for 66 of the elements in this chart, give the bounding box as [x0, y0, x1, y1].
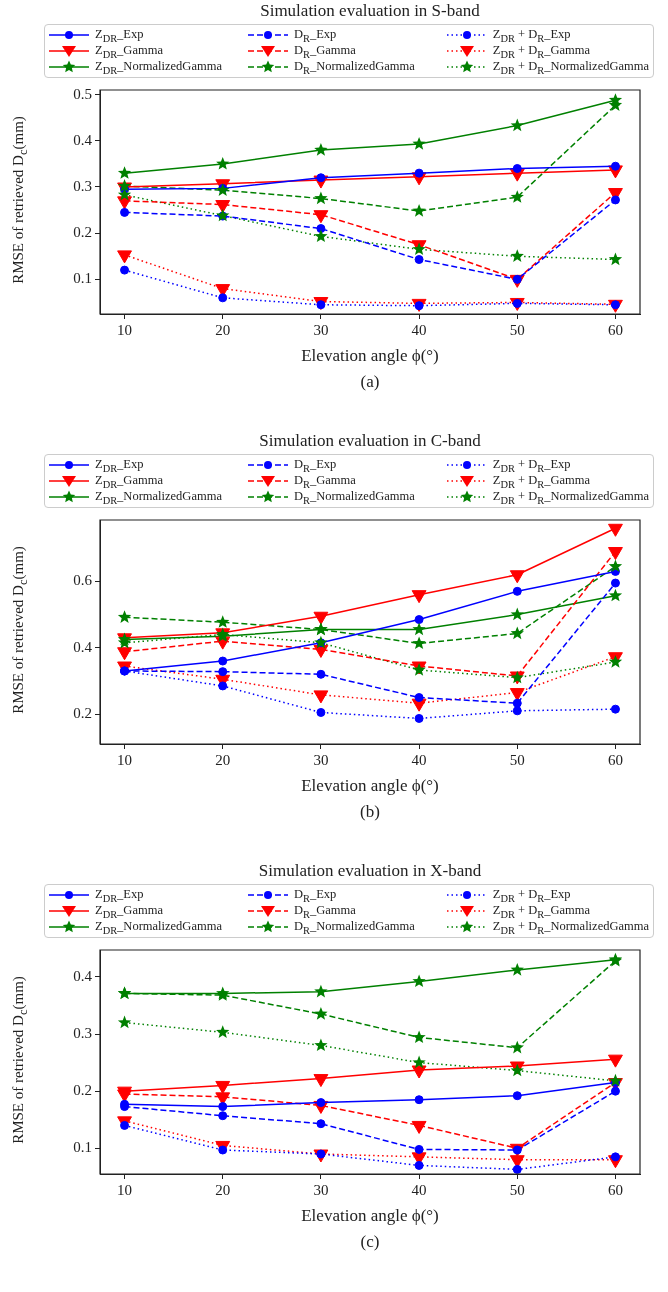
y-tick-label: 0.2 — [73, 224, 92, 241]
legend-label: Z$_{DR}$_Exp — [95, 886, 144, 904]
legend-label: Z$_{DR}$_Gamma — [95, 902, 163, 920]
x-axis-title: Elevation angle ϕ(°) — [300, 346, 440, 366]
legend-label: Z$_{DR}$ + D$_{R}$_Exp — [492, 26, 571, 44]
chart-title: Simulation evaluation in X-band — [257, 860, 483, 882]
legend-label: Z$_{DR}$_Gamma — [95, 472, 163, 490]
legend-label: D$_{R}$_NormalizedGamma — [293, 918, 415, 936]
x-tick-label: 20 — [215, 321, 231, 338]
legend-label: Z$_{DR}$_NormalizedGamma — [95, 488, 222, 506]
legend-label: D$_{R}$_NormalizedGamma — [293, 58, 415, 76]
x-tick-label: 10 — [117, 1181, 133, 1198]
y-tick-label: 0.1 — [73, 270, 92, 287]
x-tick-label: 60 — [607, 321, 623, 338]
legend-label: D$_{R}$_Gamma — [293, 42, 356, 60]
x-axis-title: Elevation angle ϕ(°) — [300, 776, 440, 796]
x-tick-label: 10 — [117, 321, 133, 338]
legend-label: Z$_{DR}$ + D$_{R}$_Gamma — [492, 42, 590, 60]
x-tick-label: 60 — [607, 1181, 623, 1198]
x-tick-label: 40 — [411, 1181, 427, 1198]
legend-label: Z$_{DR}$_NormalizedGamma — [95, 918, 222, 936]
y-tick-label: 0.2 — [73, 705, 92, 722]
x-tick-label: 10 — [117, 751, 133, 768]
y-tick-label: 0.4 — [73, 967, 93, 984]
legend-label: D$_{R}$_Exp — [293, 886, 337, 904]
chart-title: Simulation evaluation in C-band — [258, 430, 482, 452]
y-tick-label: 0.6 — [73, 572, 93, 589]
legend-label: D$_{R}$_Gamma — [293, 472, 356, 490]
x-tick-label: 30 — [313, 1181, 329, 1198]
legend-label: Z$_{DR}$ + D$_{R}$_Gamma — [492, 902, 590, 920]
legend-label: Z$_{DR}$ + D$_{R}$_NormalizedGamma — [492, 58, 649, 76]
x-tick-label: 60 — [607, 751, 623, 768]
y-tick-label: 0.4 — [73, 638, 93, 655]
legend-label: Z$_{DR}$_Exp — [95, 456, 144, 474]
y-tick-label: 0.3 — [73, 177, 92, 194]
x-tick-label: 50 — [509, 751, 525, 768]
legend-label: Z$_{DR}$_Gamma — [95, 42, 163, 60]
legend-label: Z$_{DR}$ + D$_{R}$_NormalizedGamma — [492, 488, 649, 506]
chart-title: Simulation evaluation in S-band — [259, 0, 481, 22]
legend-label: Z$_{DR}$ + D$_{R}$_Exp — [492, 886, 571, 904]
text: (a) — [359, 372, 381, 392]
y-tick-label: 0.2 — [73, 1082, 92, 1099]
y-tick-label: 0.1 — [73, 1139, 92, 1156]
legend-label: D$_{R}$_Exp — [293, 456, 337, 474]
x-tick-label: 30 — [313, 321, 329, 338]
x-tick-label: 20 — [215, 751, 231, 768]
legend-label: Z$_{DR}$_Exp — [95, 26, 144, 44]
x-tick-label: 50 — [509, 321, 525, 338]
x-tick-label: 40 — [411, 321, 427, 338]
legend-label: Z$_{DR}$ + D$_{R}$_Exp — [492, 456, 571, 474]
x-tick-label: 20 — [215, 1181, 231, 1198]
legend-label: D$_{R}$_NormalizedGamma — [293, 488, 415, 506]
legend-label: Z$_{DR}$ + D$_{R}$_NormalizedGamma — [492, 918, 649, 936]
y-tick-label: 0.5 — [73, 85, 92, 102]
x-tick-label: 40 — [411, 751, 427, 768]
y-tick-label: 0.4 — [73, 131, 93, 148]
x-tick-label: 50 — [509, 1181, 525, 1198]
text: (c) — [359, 1232, 381, 1252]
x-tick-label: 30 — [313, 751, 329, 768]
legend-label: Z$_{DR}$ + D$_{R}$_Gamma — [492, 472, 590, 490]
y-tick-label: 0.3 — [73, 1024, 92, 1041]
text: (b) — [359, 802, 381, 822]
legend-label: Z$_{DR}$_NormalizedGamma — [95, 58, 222, 76]
legend-label: D$_{R}$_Exp — [293, 26, 337, 44]
x-axis-title: Elevation angle ϕ(°) — [300, 1206, 440, 1226]
legend-label: D$_{R}$_Gamma — [293, 902, 356, 920]
